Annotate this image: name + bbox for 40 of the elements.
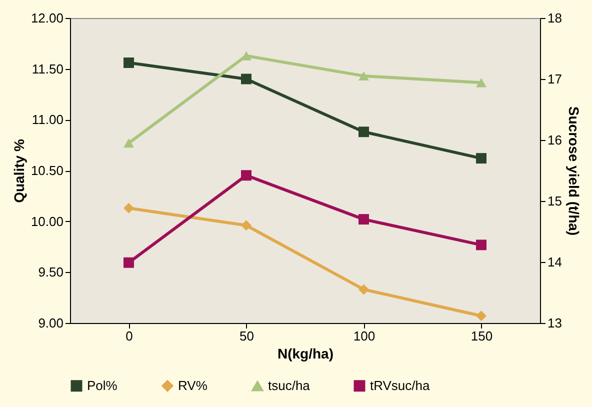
y2-tick-label: 18 [548,10,562,26]
point [124,57,134,68]
x-tick-label: 0 [126,328,133,344]
x-tick-label: 50 [240,328,254,344]
point [476,153,486,164]
y2-tick-label: 17 [548,72,562,86]
point [241,170,252,181]
point [358,214,369,225]
x-tick-label: 150 [470,328,493,344]
legend-label: tsuc/ha [268,378,311,394]
y-tick-label: 10.00 [30,214,64,229]
legend-label: RV% [178,378,208,393]
y2-tick-label: 16 [548,132,562,148]
x-axis-title: N(kg/ha) [278,346,334,362]
legend-label: Pol% [87,378,118,393]
y2-tick-label: 15 [548,194,562,208]
point [124,138,134,148]
legend-label: tRVsuc/ha [370,378,431,393]
point [241,74,252,84]
y-tick-label: 10.50 [30,163,64,178]
point [241,220,252,231]
y-axis-title: Quality % [10,138,27,203]
point [124,202,134,214]
point [476,240,486,250]
point [358,71,369,80]
x-tick-label: 100 [353,328,376,344]
y-tick-label: 11.50 [32,61,64,76]
point [358,284,369,295]
y2-tick-label: 14 [548,254,562,270]
point [124,257,134,268]
y2-tick-label: 13 [548,316,562,330]
point [358,126,369,138]
y-tick-label: 12.00 [30,10,64,26]
y-tick-label: 9.50 [38,264,64,280]
y-tick-label: 11.00 [32,112,64,128]
y2-axis-title: Sucrose yield (t/ha) [566,106,582,236]
point [476,78,486,88]
point [476,310,486,322]
point [241,51,252,60]
y-tick-label: 9.00 [38,316,64,330]
